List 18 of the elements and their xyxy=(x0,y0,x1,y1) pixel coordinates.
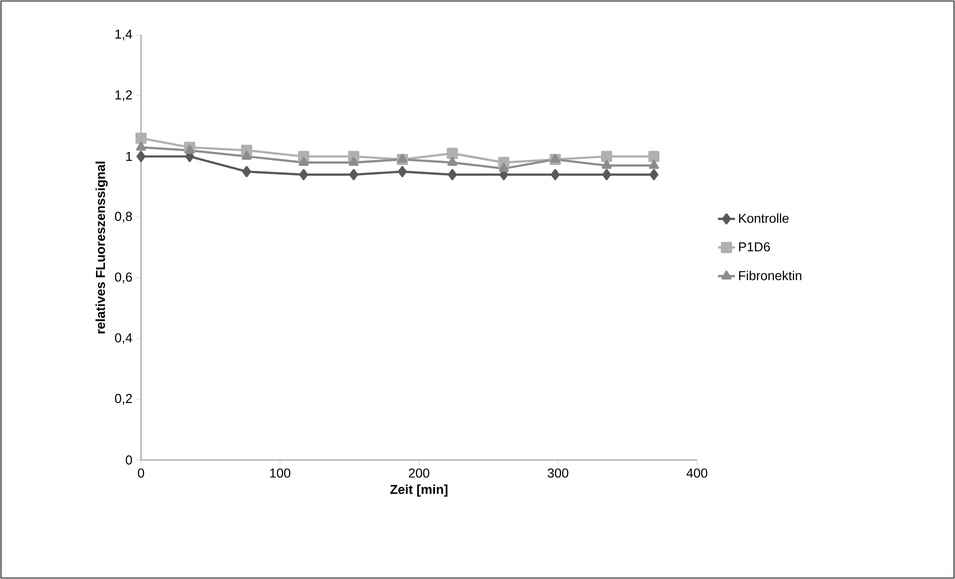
y-tick-label: 0,4 xyxy=(114,333,132,344)
y-axis-title: relatives FLuoreszenssignal xyxy=(96,162,108,334)
legend-label: P1D6 xyxy=(739,242,770,252)
y-tick-label: 0,2 xyxy=(114,394,132,405)
legend-label: Kontrolle xyxy=(739,213,789,223)
y-tick-label: 0,8 xyxy=(114,212,132,222)
legend-label: Fibronektin xyxy=(739,270,802,280)
y-tick-label: 0 xyxy=(126,455,132,465)
y-tick-label: 1,4 xyxy=(115,30,132,40)
x-tick-label: 0 xyxy=(138,468,144,478)
y-tick-label: 1,2 xyxy=(115,90,132,102)
x-axis-title: Zeit [min] xyxy=(390,484,448,497)
x-tick-label: 100 xyxy=(270,468,290,478)
x-tick-label: 300 xyxy=(548,468,568,478)
x-tick-label: 200 xyxy=(408,468,430,478)
y-tick-label: 1 xyxy=(126,152,132,161)
y-tick-label: 0,6 xyxy=(114,272,132,284)
x-tick-label: 400 xyxy=(686,468,708,478)
